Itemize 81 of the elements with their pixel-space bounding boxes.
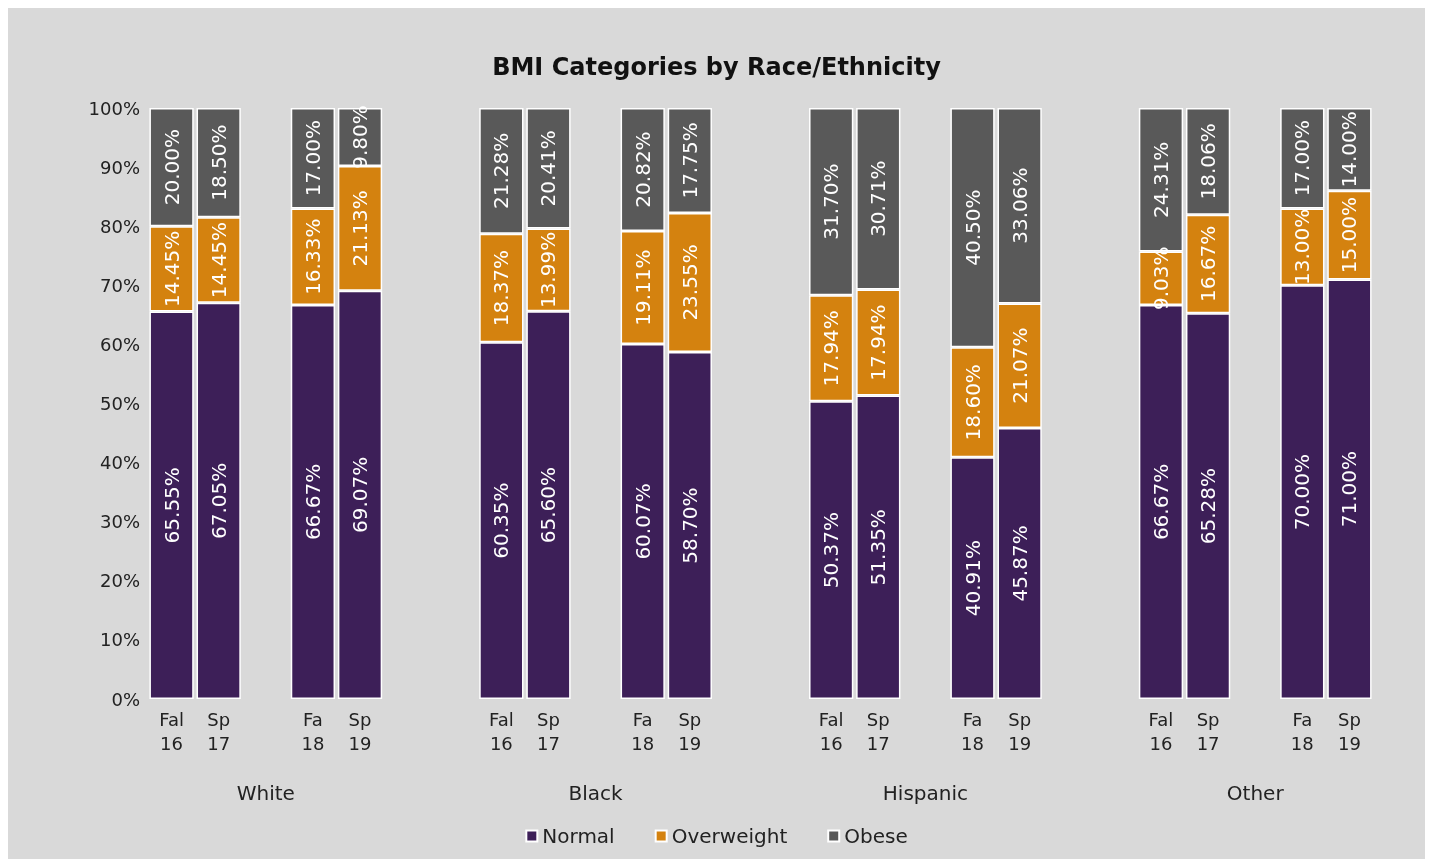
- data-label: 21.07%: [1007, 327, 1032, 404]
- x-tick-label: Sp 19: [1337, 708, 1361, 754]
- x-tick-label: Sp 19: [678, 708, 702, 754]
- data-label: 66.67%: [300, 463, 325, 541]
- data-label: 13.99%: [536, 231, 561, 309]
- data-label: 67.05%: [206, 462, 231, 539]
- data-label: 40.91%: [960, 539, 985, 617]
- data-label: 60.35%: [489, 482, 514, 559]
- x-tick-label: Sp 17: [207, 708, 231, 754]
- x-tick-label: Fal 16: [159, 708, 184, 754]
- y-tick-label: 80%: [99, 215, 140, 237]
- x-tick-label: Fa 18: [1290, 708, 1314, 754]
- data-label: 65.28%: [1196, 467, 1221, 545]
- data-label: 16.67%: [1196, 225, 1221, 303]
- data-label: 20.82%: [630, 131, 655, 208]
- y-tick-label: 50%: [99, 393, 140, 414]
- data-label: 33.06%: [1007, 167, 1032, 244]
- data-label: 18.06%: [1196, 123, 1221, 200]
- data-label: 65.55%: [159, 467, 184, 544]
- x-tick-label: Fa 18: [301, 708, 325, 754]
- data-label: 14.00%: [1337, 111, 1362, 188]
- data-label: 69.07%: [348, 456, 373, 534]
- text: White: [236, 781, 295, 805]
- data-label: 31.70%: [819, 163, 844, 240]
- data-label: 21.13%: [348, 190, 373, 267]
- data-label: 14.45%: [206, 221, 231, 299]
- y-tick-label: 0%: [111, 688, 140, 710]
- chart-title: BMI Categories by Race/Ethnicity: [492, 53, 942, 81]
- data-label: 18.50%: [206, 124, 231, 201]
- x-tick-label: Sp 17: [866, 708, 890, 754]
- y-tick-label: 90%: [99, 156, 140, 178]
- y-tick-label: 40%: [99, 452, 140, 474]
- data-label: 30.71%: [866, 160, 891, 237]
- data-label: 23.55%: [677, 244, 702, 321]
- data-label: 19.11%: [630, 249, 655, 326]
- x-tick-label: Fal 16: [489, 708, 514, 754]
- x-tick-label: Fal 16: [1148, 708, 1174, 754]
- y-tick-label: 60%: [99, 333, 140, 355]
- data-label: 18.60%: [960, 364, 985, 441]
- x-tick-label: Fa 18: [631, 708, 655, 754]
- data-label: 16.33%: [300, 218, 325, 295]
- legend-label: Normal: [542, 824, 615, 848]
- legend-label: Obese: [844, 824, 908, 848]
- y-tick-label: 70%: [99, 274, 140, 296]
- data-label: 17.94%: [866, 304, 891, 381]
- data-label: 45.87%: [1007, 525, 1032, 602]
- data-label: 60.07%: [630, 483, 655, 560]
- x-tick-label: Fa 18: [961, 708, 984, 754]
- y-tick-label: 20%: [99, 570, 140, 592]
- data-label: 24.31%: [1148, 141, 1173, 218]
- text: Hispanic: [882, 781, 969, 805]
- data-label: 58.70%: [677, 487, 702, 564]
- data-label: 51.35%: [866, 509, 891, 586]
- x-tick-label: Sp 17: [1196, 708, 1220, 754]
- y-tick-label: 30%: [99, 511, 140, 533]
- data-label: 65.60%: [536, 467, 561, 544]
- data-label: 40.50%: [960, 189, 985, 266]
- data-label: 17.75%: [677, 122, 702, 199]
- x-tick-label: Sp 19: [348, 708, 372, 754]
- text: Black: [568, 781, 624, 805]
- legend-label: Overweight: [671, 824, 788, 848]
- data-label: 17.94%: [819, 310, 844, 387]
- data-label: 71.00%: [1337, 451, 1362, 528]
- data-label: 17.00%: [300, 120, 325, 197]
- y-tick-label: 100%: [88, 97, 140, 119]
- data-label: 21.28%: [489, 132, 514, 210]
- data-label: 50.37%: [819, 512, 844, 589]
- y-tick-label: 10%: [99, 629, 140, 651]
- x-tick-label: Fal 16: [818, 708, 844, 754]
- data-label: 17.00%: [1290, 120, 1315, 197]
- data-label: 18.37%: [489, 249, 514, 327]
- x-tick-label: Sp 17: [537, 708, 560, 754]
- data-label: 20.00%: [159, 128, 184, 206]
- data-label: 14.45%: [159, 230, 184, 308]
- data-label: 15.00%: [1337, 196, 1362, 274]
- data-label: 70.00%: [1290, 454, 1315, 531]
- text: Other: [1226, 781, 1285, 805]
- data-label: 66.67%: [1148, 463, 1173, 541]
- data-label: 13.00%: [1290, 208, 1315, 286]
- data-label: 20.41%: [536, 130, 561, 207]
- x-tick-label: Sp 19: [1008, 708, 1032, 754]
